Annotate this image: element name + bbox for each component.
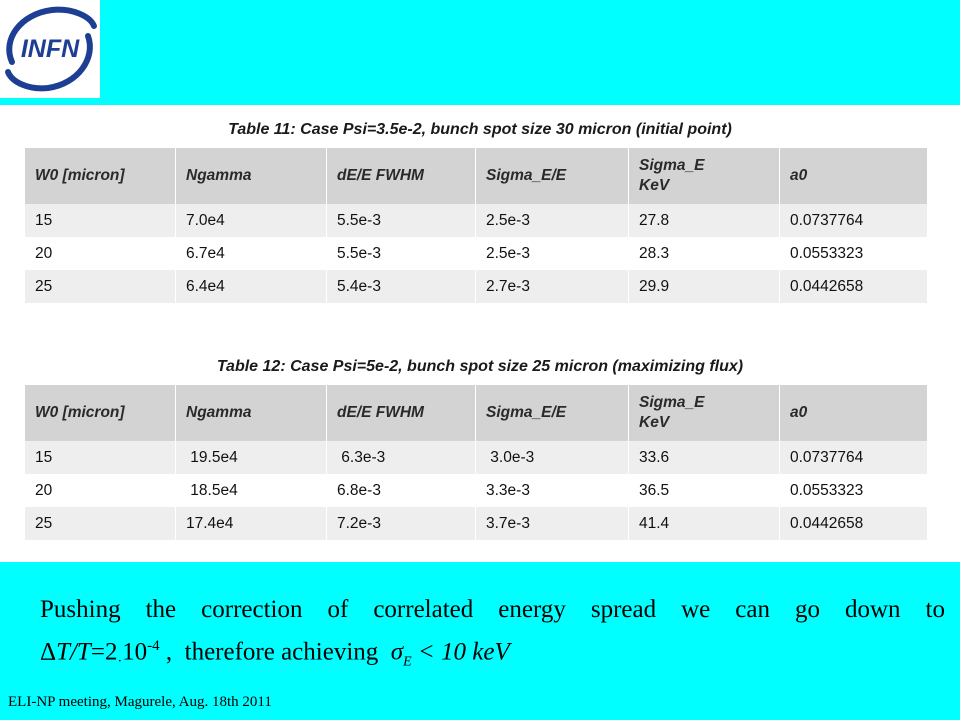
table-cell: 17.4e4	[175, 507, 327, 540]
table12-header-w0: W0 [micron]	[25, 385, 176, 441]
table11-header-ngamma: Ngamma	[175, 148, 327, 204]
infn-logo-icon: INFN	[5, 6, 97, 92]
table12: W0 [micron] Ngamma dE/E FWHM Sigma_E/E S…	[25, 385, 928, 540]
table-cell: 0.0553323	[779, 237, 928, 270]
table12-header-row: W0 [micron] Ngamma dE/E FWHM Sigma_E/E S…	[25, 385, 928, 441]
exponent-text: -4	[147, 638, 160, 654]
table-cell: 7.0e4	[175, 204, 327, 237]
table11-header-a0: a0	[779, 148, 928, 204]
table-cell: 27.8	[628, 204, 780, 237]
table11-header-row: W0 [micron] Ngamma dE/E FWHM Sigma_E/E S…	[25, 148, 928, 204]
table-cell: 29.9	[628, 270, 780, 303]
table-cell: 20	[25, 474, 176, 507]
table12-title: Table 12: Case Psi=5e-2, bunch spot size…	[216, 358, 744, 375]
summary-line-1: Pushing the correction of correlated ene…	[40, 596, 945, 623]
table11-header-sigma-e-kev: Sigma_E KeV	[628, 148, 780, 204]
table-row: 20 18.5e4 6.8e-3 3.3e-3 36.5 0.0553323	[25, 474, 928, 507]
table-cell: 18.5e4	[175, 474, 327, 507]
table-cell: 33.6	[628, 441, 780, 474]
table-row: 15 19.5e4 6.3e-3 3.0e-3 33.6 0.0737764	[25, 441, 928, 474]
table-cell: 15	[25, 441, 176, 474]
table-cell: 28.3	[628, 237, 780, 270]
table12-header-de: dE/E FWHM	[326, 385, 476, 441]
table-cell: 2.7e-3	[475, 270, 629, 303]
table-cell: 41.4	[628, 507, 780, 540]
table-cell: 15	[25, 204, 176, 237]
table-cell: 20	[25, 237, 176, 270]
tail-text: < 10 keV	[411, 638, 510, 666]
table-cell: 5.5e-3	[326, 204, 476, 237]
summary-line-2: ΔT/T=2·10-4 , therefore achieving σE < 1…	[40, 628, 945, 680]
table12-header-sigma-e-kev: Sigma_E KeV	[628, 385, 780, 441]
table-cell: 25	[25, 507, 176, 540]
summary-text: Pushing the correction of correlated ene…	[40, 592, 945, 680]
table-cell: 2.5e-3	[475, 237, 629, 270]
table-cell: 36.5	[628, 474, 780, 507]
tt-symbol: T/T	[56, 638, 91, 666]
table-cell: 0.0442658	[779, 507, 928, 540]
table-cell: 6.7e4	[175, 237, 327, 270]
table-cell: 0.0737764	[779, 204, 928, 237]
table-cell: 19.5e4	[175, 441, 327, 474]
infn-logo-text: INFN	[21, 35, 80, 63]
table-cell: 2.5e-3	[475, 204, 629, 237]
table-cell: 6.8e-3	[326, 474, 476, 507]
table11-header-de: dE/E FWHM	[326, 148, 476, 204]
table-row: 25 17.4e4 7.2e-3 3.7e-3 41.4 0.0442658	[25, 507, 928, 540]
table-row: 25 6.4e4 5.4e-3 2.7e-3 29.9 0.0442658	[25, 270, 928, 303]
table-cell: 5.4e-3	[326, 270, 476, 303]
table11-header-sigma-e-e: Sigma_E/E	[475, 148, 629, 204]
table-cell: 0.0553323	[779, 474, 928, 507]
table11-header-w0: W0 [micron]	[25, 148, 176, 204]
table-cell: 6.3e-3	[326, 441, 476, 474]
equals-two: =2	[90, 638, 118, 666]
middle-text: , therefore achieving	[159, 638, 391, 666]
table-cell: 0.0442658	[779, 270, 928, 303]
tables-panel: Table 11: Case Psi=3.5e-2, bunch spot si…	[0, 105, 960, 562]
table-cell: 25	[25, 270, 176, 303]
table12-header-ngamma: Ngamma	[175, 385, 327, 441]
table-cell: 0.0737764	[779, 441, 928, 474]
sigma-subscript: E	[403, 654, 412, 670]
delta-symbol: Δ	[40, 638, 57, 666]
table-cell: 3.3e-3	[475, 474, 629, 507]
sigma-symbol: σ	[390, 638, 404, 666]
table-row: 15 7.0e4 5.5e-3 2.5e-3 27.8 0.0737764	[25, 204, 928, 237]
table-cell: 3.0e-3	[475, 441, 629, 474]
table-cell: 3.7e-3	[475, 507, 629, 540]
table11: W0 [micron] Ngamma dE/E FWHM Sigma_E/E S…	[25, 148, 928, 303]
footer-text: ELI-NP meeting, Magurele, Aug. 18th 2011	[8, 694, 272, 710]
table11-title: Table 11: Case Psi=3.5e-2, bunch spot si…	[228, 121, 732, 138]
ten-text: 10	[122, 638, 148, 666]
table-cell: 7.2e-3	[326, 507, 476, 540]
dot-symbol: ·	[117, 654, 123, 670]
table-cell: 5.5e-3	[326, 237, 476, 270]
table-row: 20 6.7e4 5.5e-3 2.5e-3 28.3 0.0553323	[25, 237, 928, 270]
table12-header-a0: a0	[779, 385, 928, 441]
table12-header-sigma-e-e: Sigma_E/E	[475, 385, 629, 441]
table-cell: 6.4e4	[175, 270, 327, 303]
infn-logo: INFN	[0, 0, 100, 98]
